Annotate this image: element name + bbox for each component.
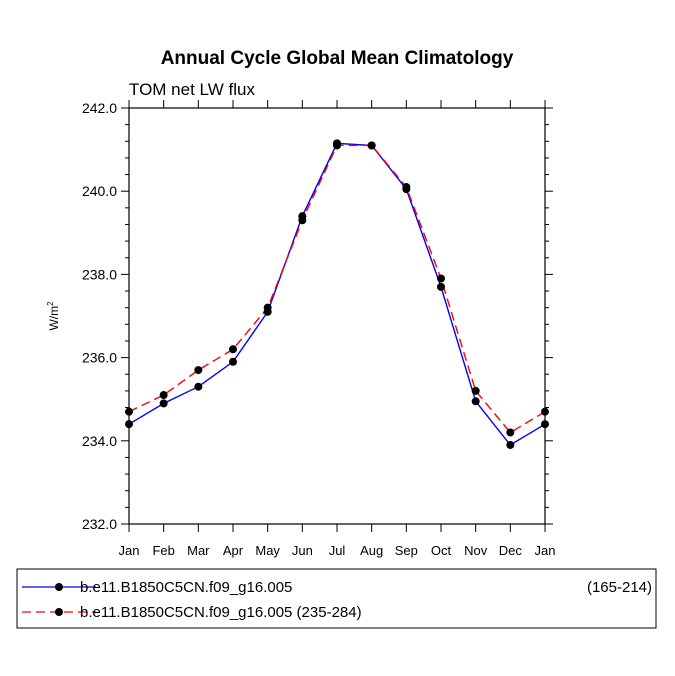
y-axis-label-superscript: 2 [46, 301, 55, 306]
x-tick-label: Nov [464, 543, 488, 558]
plot-frame [128, 107, 546, 525]
y-tick-label: 234.0 [82, 433, 117, 449]
y-tick-labels: 232.0 234.0 236.0 238.0 240.0 242.0 [82, 100, 117, 532]
y-axis-label: W/m2 [46, 301, 61, 331]
legend-box [16, 568, 657, 629]
legend-marker-2 [55, 608, 63, 616]
series-1-point [437, 282, 445, 291]
series-1-point [471, 397, 480, 406]
series-2-point [471, 386, 480, 395]
series-2-point [194, 366, 203, 375]
y-axis-label-text: W/m [47, 306, 61, 331]
y-tick-label: 232.0 [82, 516, 117, 532]
x-tick-label: Jan [119, 543, 140, 558]
series-1-point [159, 399, 168, 408]
series-1-point [194, 382, 203, 391]
svg-text:W/m2: W/m2 [46, 301, 61, 331]
x-tick-label: Aug [360, 543, 383, 558]
y-tick-label: 240.0 [82, 183, 117, 199]
series-2-point [229, 345, 237, 354]
series-2-point [298, 216, 307, 225]
series-layer [125, 139, 549, 449]
legend-label-2: b.e11.B1850C5CN.f09_g16.005 (235-284) [80, 604, 362, 621]
y-tick-label: 236.0 [82, 350, 117, 366]
chart-subtitle: TOM net LW flux [129, 80, 255, 99]
series-2-point [333, 141, 341, 150]
x-tick-labels: Jan Feb Mar Apr May Jun Jul Aug Sep Oct Nov Dec Jan [119, 543, 556, 558]
y-tick-label: 242.0 [82, 100, 117, 116]
x-tick-label: Jun [292, 543, 313, 558]
chart-title: Annual Cycle Global Mean Climatology [161, 48, 514, 69]
x-tick-label: Apr [223, 543, 244, 558]
x-tick-label: Mar [187, 543, 210, 558]
x-tick-label: Oct [431, 543, 452, 558]
x-tick-label: Feb [152, 543, 174, 558]
series-2-point [367, 141, 376, 150]
x-tick-label: Dec [499, 543, 523, 558]
legend: b.e11.B1850C5CN.f09_g16.005 (165-214) b.… [16, 568, 657, 629]
x-tick-label: Sep [395, 543, 418, 558]
series-2-point [263, 303, 272, 312]
legend-range-1: (165-214) [587, 579, 652, 596]
legend-entry-1: b.e11.B1850C5CN.f09_g16.005 (165-214) [22, 579, 652, 596]
series-2-point [402, 183, 411, 192]
x-tick-label: Jan [535, 543, 556, 558]
legend-entry-2: b.e11.B1850C5CN.f09_g16.005 (235-284) [22, 604, 362, 621]
y-tick-label: 238.0 [82, 266, 117, 282]
series-2-point [159, 391, 168, 400]
series-2-point [437, 274, 445, 283]
series-line-1 [128, 142, 546, 446]
x-tick-label: May [255, 543, 280, 558]
series-1-point [506, 440, 515, 449]
axis-ticks [121, 100, 553, 532]
series-1-point [229, 357, 237, 366]
legend-label-1: b.e11.B1850C5CN.f09_g16.005 [80, 579, 292, 596]
series-2-point [506, 428, 515, 437]
legend-marker-1 [55, 583, 63, 591]
x-tick-label: Jul [329, 543, 346, 558]
